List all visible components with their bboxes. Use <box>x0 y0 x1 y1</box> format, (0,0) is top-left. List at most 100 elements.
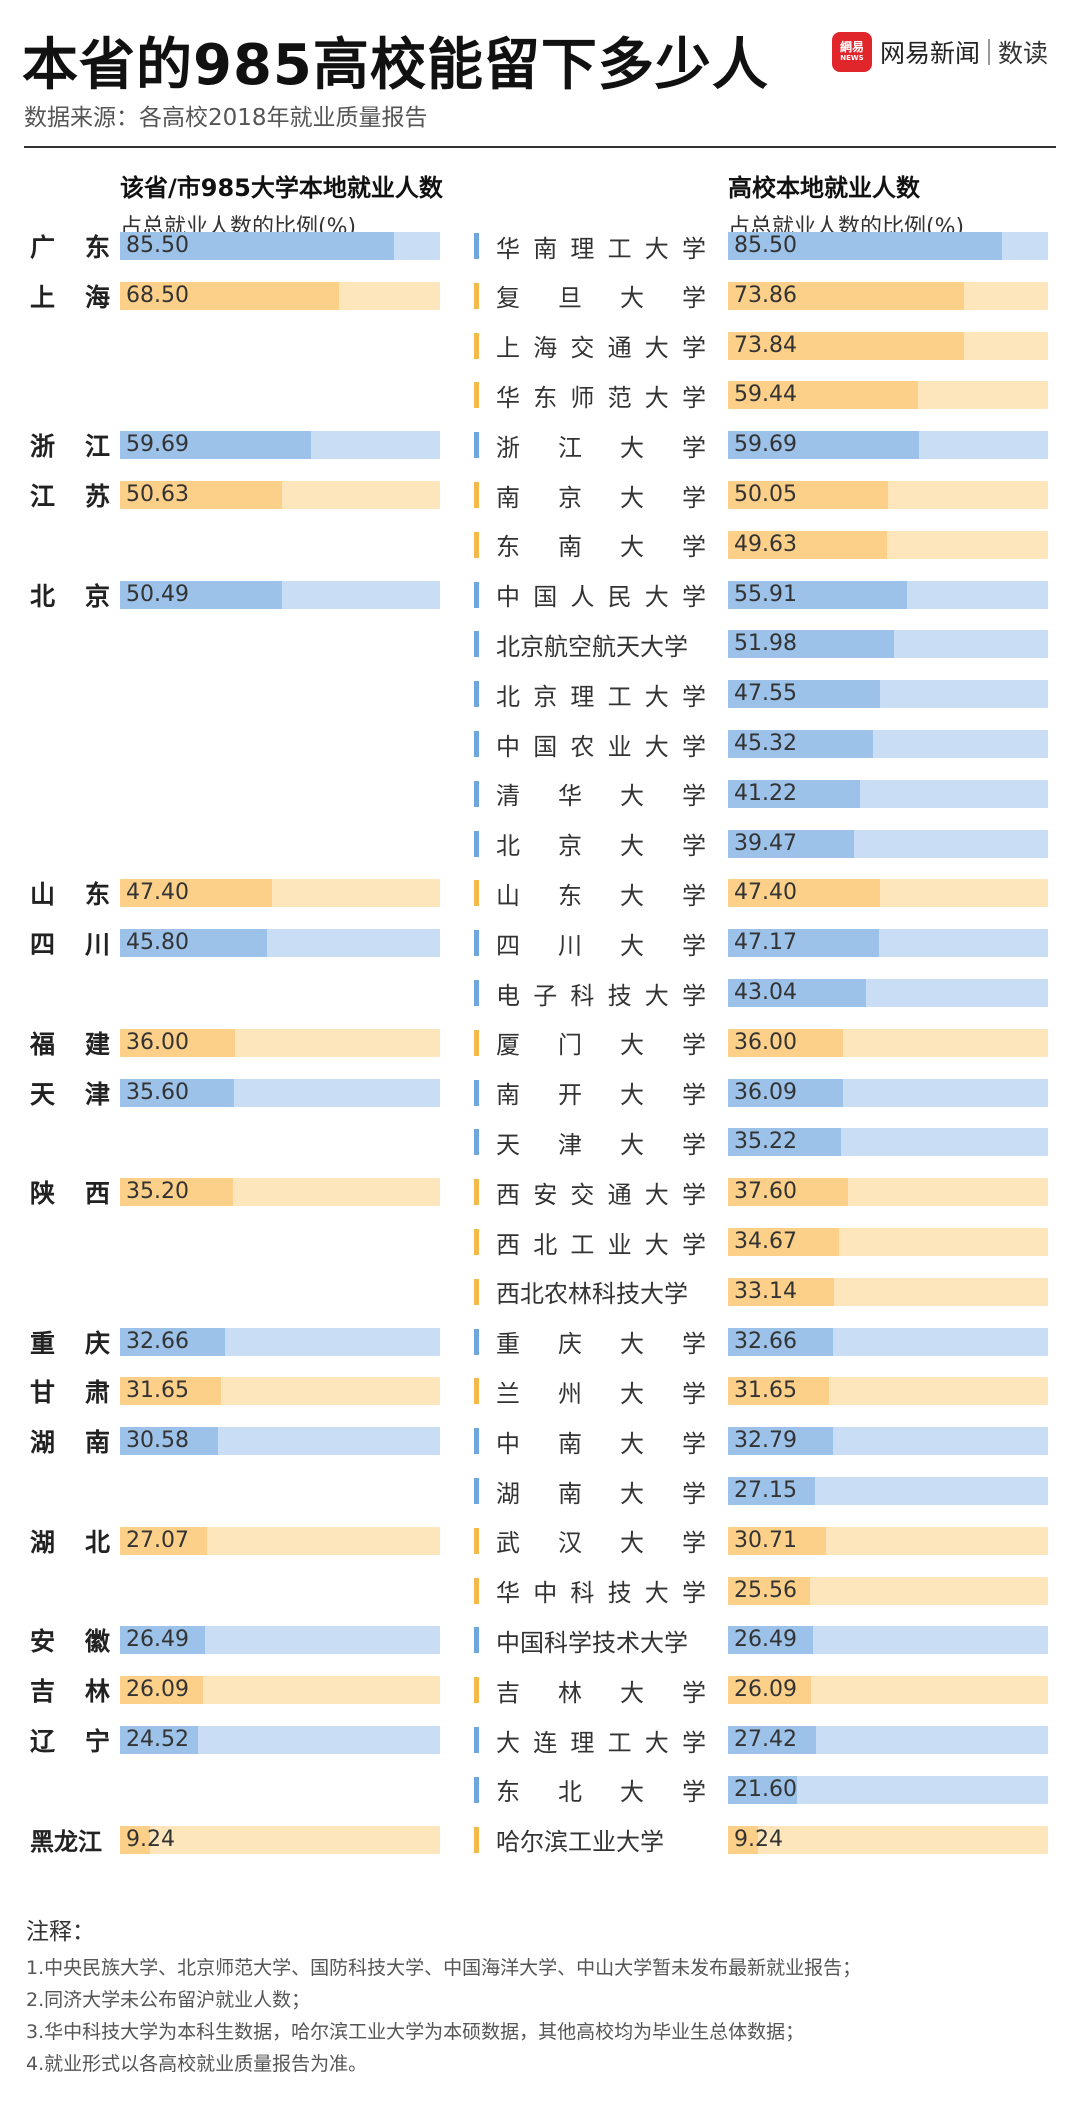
province-bar-fill <box>120 580 282 609</box>
university-label-char: 工 <box>607 1728 632 1757</box>
university-bar: 55.91 <box>728 580 1048 609</box>
university-label: 武汉大学 <box>496 1523 706 1559</box>
university-label-char: 大 <box>644 234 669 263</box>
university-bar-fill <box>728 1676 812 1705</box>
university-bar-fill <box>728 481 889 509</box>
university-color-mark <box>474 482 479 508</box>
university-label-char: 理 <box>570 1728 595 1757</box>
university-color-mark <box>474 1826 479 1853</box>
province-bar-value: 45.80 <box>126 930 189 956</box>
province-label-char: 福 <box>30 1029 56 1059</box>
university-label-char: 学 <box>682 284 706 313</box>
university-label: 兰州大学 <box>496 1373 706 1409</box>
university-label: 中国农业大学 <box>496 726 706 762</box>
university-label-char: 大 <box>620 284 644 313</box>
university-label-char: 四 <box>496 931 520 960</box>
university-label-char: 东 <box>558 881 582 910</box>
province-label: 湖北 <box>30 1523 110 1559</box>
university-bar: 39.47 <box>728 829 1048 858</box>
university-bar: 59.69 <box>728 431 1048 460</box>
province-bar-fill <box>120 1028 236 1057</box>
university-label: 天津大学 <box>496 1124 706 1160</box>
university-bar-fill <box>728 630 895 659</box>
university-label-char: 交 <box>570 1180 595 1209</box>
university-label-char: 吉 <box>496 1678 520 1707</box>
university-bar-value: 85.50 <box>734 233 797 258</box>
university-bar-fill <box>728 1178 849 1207</box>
university-label-char: 工 <box>607 682 632 711</box>
university-label-char: 大 <box>644 1728 669 1757</box>
province-bar-fill <box>120 929 267 958</box>
province-label: 湖南 <box>30 1423 110 1459</box>
university-bar-value: 30.71 <box>734 1527 797 1553</box>
university-color-mark <box>474 1378 479 1405</box>
university-label: 中国人民大学 <box>496 577 706 613</box>
university-label-char: 学 <box>681 383 706 412</box>
university-bar-value: 27.15 <box>734 1478 797 1503</box>
university-label-char: 旦 <box>558 284 582 313</box>
university-color-mark <box>474 1079 479 1106</box>
university-color-mark <box>474 1278 479 1305</box>
university-label-char: 学 <box>681 583 706 612</box>
university-bar-fill <box>728 1228 839 1256</box>
university-label: 东北大学 <box>496 1772 706 1808</box>
university-color-mark <box>474 1478 479 1504</box>
university-bar-value: 59.44 <box>734 382 797 408</box>
university-label-char: 范 <box>607 383 632 412</box>
province-label-char: 吉 <box>30 1677 56 1707</box>
university-label-char: 大 <box>644 732 669 761</box>
university-label-char: 西 <box>496 1230 520 1259</box>
university-label-char: 学 <box>682 1031 706 1060</box>
university-bar: 73.84 <box>728 331 1048 360</box>
university-label-char: 学 <box>682 1081 706 1110</box>
university-bar: 32.79 <box>728 1427 1048 1456</box>
university-label-char: 门 <box>558 1031 582 1060</box>
university-label-char: 学 <box>681 1180 706 1209</box>
university-label-char: 学 <box>682 1379 706 1408</box>
province-bar: 26.09 <box>120 1676 440 1705</box>
university-label: 湖南大学 <box>496 1473 706 1509</box>
province-label-char: 东 <box>84 233 110 262</box>
university-bar-value: 47.17 <box>734 930 797 956</box>
note-item: 2.同济大学未公布留沪就业人数； <box>26 1989 311 2011</box>
university-bar-fill <box>728 879 880 908</box>
university-label-char: 学 <box>682 1529 706 1558</box>
province-bar: 24.52 <box>120 1726 440 1754</box>
province-label-char: 甘 <box>30 1378 56 1408</box>
university-color-mark <box>474 1129 479 1156</box>
province-bar-fill <box>120 232 394 260</box>
university-bar: 9.24 <box>728 1825 1048 1854</box>
province-bar-value: 36.00 <box>126 1029 189 1055</box>
province-bar: 68.50 <box>120 281 440 310</box>
university-color-mark <box>474 382 479 409</box>
university-bar: 59.44 <box>728 381 1048 410</box>
university-label-char: 师 <box>570 383 595 412</box>
university-label: 复旦大学 <box>496 278 706 314</box>
university-label: 吉林大学 <box>496 1672 706 1708</box>
university-label: 中国科学技术大学 <box>496 1628 688 1657</box>
university-label-char: 学 <box>682 782 706 811</box>
university-label-char: 大 <box>620 1031 644 1060</box>
brand: 網易 NEWS 网易新闻 数读 <box>832 30 1048 74</box>
university-label-char: 厦 <box>496 1031 520 1060</box>
university-label-char: 学 <box>681 1579 706 1608</box>
university-bar: 50.05 <box>728 481 1048 509</box>
province-label: 上海 <box>30 278 110 314</box>
university-bar-value: 73.86 <box>734 282 797 308</box>
university-color-mark <box>474 930 479 957</box>
university-label: 西安交通大学 <box>496 1174 706 1210</box>
university-label-char: 人 <box>570 583 595 612</box>
university-bar-fill <box>728 1626 813 1655</box>
university-bar: 41.22 <box>728 779 1048 808</box>
province-label-char: 京 <box>84 581 110 611</box>
university-bar-fill <box>728 1327 833 1356</box>
university-label-char: 开 <box>558 1081 582 1110</box>
university-bar-value: 31.65 <box>734 1378 797 1404</box>
university-label-char: 津 <box>558 1130 582 1159</box>
province-bar-value: 24.52 <box>126 1727 189 1752</box>
university-label-char: 大 <box>620 1529 644 1558</box>
university-bar: 85.50 <box>728 232 1048 260</box>
university-label-char: 大 <box>620 1330 644 1359</box>
university-label-char: 科 <box>570 981 595 1010</box>
university-label-char: 林 <box>558 1678 582 1707</box>
